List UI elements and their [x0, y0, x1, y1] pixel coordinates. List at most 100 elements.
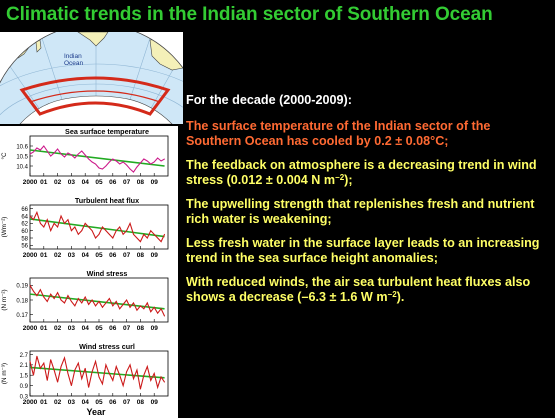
- data-point: [43, 362, 45, 364]
- finding-sea-surface-height: Less fresh water in the surface layer le…: [186, 235, 540, 266]
- y-tick-label: 0.9: [20, 384, 29, 390]
- y-tick-label: 10.5: [16, 154, 28, 160]
- series-line-2: [29, 285, 166, 317]
- data-point: [150, 163, 152, 165]
- data-point: [140, 241, 141, 243]
- charts-panel: Year Sea surface temperature 10.6 10.5 10.4…: [0, 126, 178, 418]
- data-point: [146, 366, 148, 367]
- data-point: [140, 162, 141, 164]
- data-point: [105, 230, 107, 232]
- data-point: [74, 226, 76, 228]
- data-point: [129, 364, 131, 366]
- finding-wind-stress: The feedback on atmosphere is a decreasi…: [186, 158, 546, 189]
- data-point: [33, 374, 34, 376]
- chart-title-2: Wind stress: [87, 269, 128, 278]
- data-point: [46, 219, 48, 221]
- data-point: [81, 230, 83, 232]
- y-tick-label: 0.17: [16, 313, 28, 319]
- data-point: [71, 154, 72, 156]
- x-tick-label: 01: [40, 179, 48, 186]
- data-point: [43, 226, 45, 228]
- data-point: [74, 369, 76, 371]
- series-line-3: [29, 356, 166, 390]
- y-axis-label-1: (Wm⁻²): [1, 217, 8, 238]
- y-tick-label: 1.5: [20, 374, 29, 380]
- data-point: [153, 306, 155, 308]
- x-tick-label: 02: [54, 325, 62, 332]
- finding-heat-flux: With reduced winds, the air sea turbulen…: [186, 275, 546, 306]
- y-tick-label: 56: [21, 244, 28, 250]
- data-point: [46, 301, 48, 302]
- x-tick-label: 2000: [23, 179, 38, 186]
- data-point: [98, 233, 100, 235]
- y-tick-label: 10.6: [16, 144, 28, 150]
- data-point: [160, 160, 162, 162]
- x-tick-label: 03: [68, 399, 76, 406]
- data-point: [84, 222, 86, 224]
- data-point: [133, 302, 134, 304]
- y-tick-label: 0.3: [20, 394, 29, 400]
- data-point: [36, 211, 38, 213]
- x-tick-label: 08: [137, 179, 145, 186]
- x-tick-label: 05: [95, 179, 103, 186]
- data-point: [84, 367, 86, 369]
- data-point: [129, 222, 131, 224]
- data-point: [39, 367, 41, 369]
- data-point: [53, 369, 55, 371]
- data-point: [39, 149, 41, 151]
- trend-line-0: [29, 149, 165, 167]
- data-point: [29, 360, 31, 362]
- data-point: [160, 376, 162, 378]
- data-point: [136, 166, 138, 168]
- data-point: [33, 219, 34, 221]
- decade-heading: For the decade (2000-2009):: [186, 93, 352, 107]
- x-tick-label: 08: [137, 325, 145, 332]
- data-point: [146, 160, 148, 162]
- data-point: [143, 308, 145, 310]
- chart-frame-2: [29, 277, 169, 323]
- x-tick-label: 06: [109, 252, 117, 259]
- data-point: [105, 165, 107, 167]
- data-point: [112, 305, 114, 307]
- data-point: [67, 295, 69, 296]
- ocean-area: [0, 32, 183, 124]
- data-point: [164, 158, 165, 160]
- data-point: [136, 309, 138, 311]
- data-point: [119, 308, 121, 310]
- data-point: [164, 315, 165, 317]
- x-tick-label: 02: [54, 252, 62, 259]
- data-point: [105, 302, 107, 304]
- data-point: [57, 381, 58, 383]
- data-point: [126, 164, 127, 166]
- x-axis-label: Year: [86, 407, 106, 417]
- data-point: [53, 298, 55, 299]
- y-axis-label-3: (N m⁻³): [1, 363, 8, 384]
- data-point: [53, 222, 55, 224]
- y-tick-label: 0.19: [16, 284, 28, 290]
- data-point: [57, 292, 58, 294]
- x-tick-label: 03: [68, 325, 76, 332]
- data-point: [53, 152, 55, 154]
- data-point: [126, 299, 127, 301]
- data-point: [81, 150, 83, 152]
- data-point: [33, 151, 34, 153]
- data-point: [95, 305, 96, 307]
- finding-wind-stress-text: The feedback on atmosphere is a decreasi…: [186, 157, 537, 188]
- data-point: [91, 230, 93, 232]
- data-point: [91, 161, 93, 163]
- finding-heat-flux-close: ).: [396, 290, 405, 304]
- data-point: [150, 380, 152, 381]
- y-tick-label: 62: [21, 222, 28, 228]
- data-point: [102, 383, 103, 385]
- data-point: [50, 155, 52, 157]
- x-tick-label: 08: [137, 252, 145, 259]
- chart-title-1: Turbulent heat flux: [75, 196, 139, 205]
- data-point: [133, 233, 134, 235]
- x-tick-label: 04: [82, 179, 90, 186]
- x-tick-label: 09: [151, 399, 159, 406]
- data-point: [74, 305, 76, 307]
- data-point: [102, 306, 103, 308]
- data-point: [77, 233, 79, 235]
- series-line-1: [29, 210, 166, 243]
- data-point: [129, 168, 131, 170]
